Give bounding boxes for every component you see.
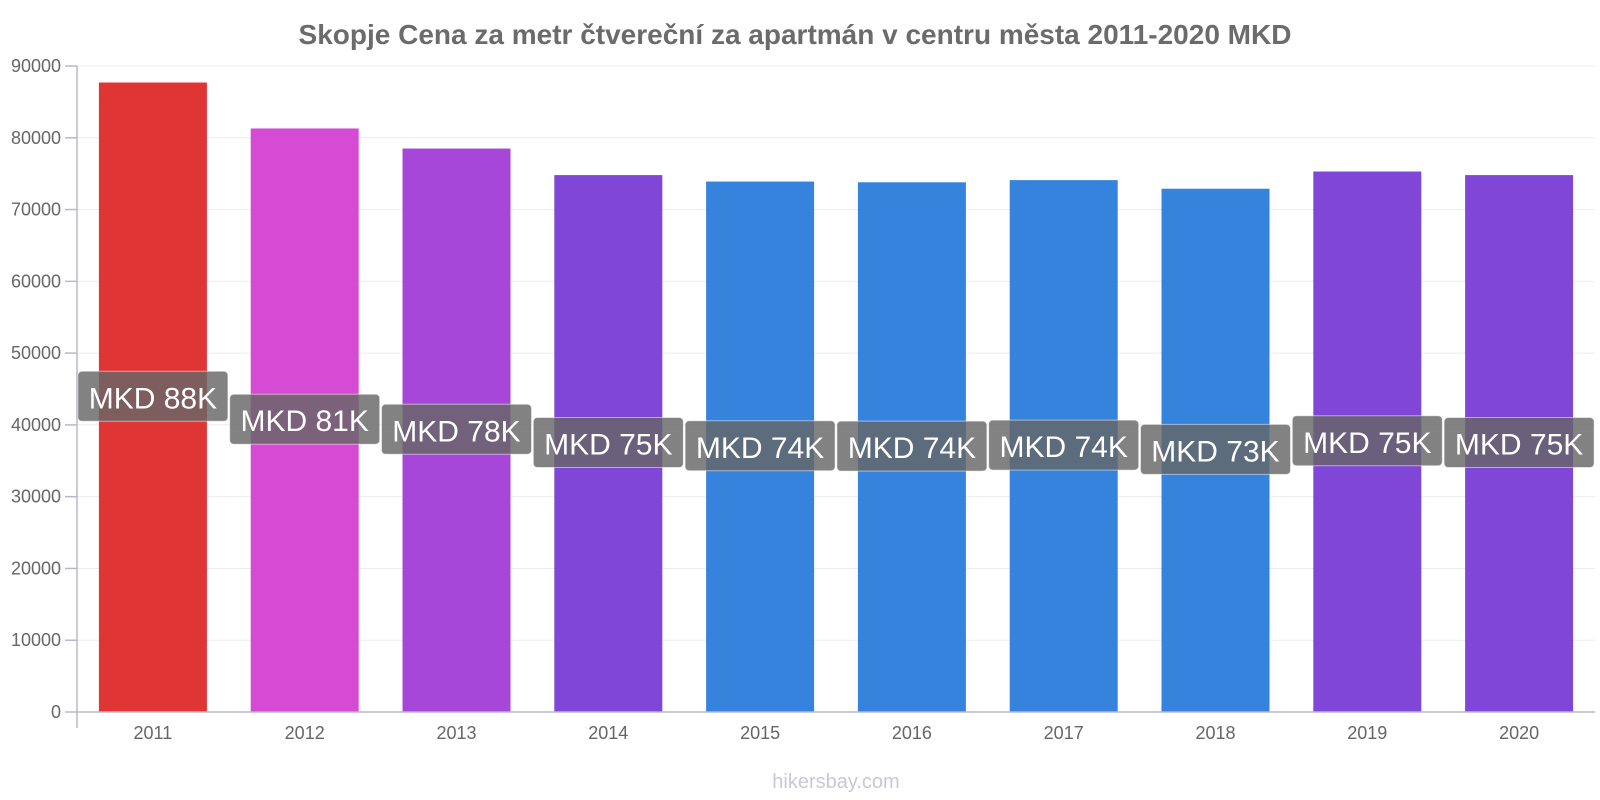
- x-tick-label-2016: 2016: [892, 723, 932, 743]
- y-tick-label-8: 80000: [11, 128, 61, 148]
- bar-label-bg-2015: [684, 420, 836, 472]
- bar-value-labels: MKD 88K MKD 81K MKD 78K MKD 75K MKD 74K MKD 7…: [77, 370, 1595, 475]
- y-tick-label-0: 0: [51, 702, 61, 722]
- bar-label-bg-2014: [532, 417, 684, 469]
- y-tick-label-5: 50000: [11, 343, 61, 363]
- y-tick-label-3: 30000: [11, 487, 61, 507]
- bar-label-bg-2013: [381, 403, 532, 455]
- bar-label-bg-2016: [836, 420, 988, 472]
- bar-label-2018: MKD 73K: [1151, 435, 1279, 468]
- bar-label-bg-2019: [1291, 415, 1443, 467]
- x-tick-label-2011: 2011: [134, 723, 173, 743]
- bar-label-bg-2012: [229, 393, 381, 445]
- bar-label-2019: MKD 75K: [1303, 427, 1431, 460]
- bar-label-2016: MKD 74K: [848, 432, 976, 465]
- bar-label-2015: MKD 74K: [696, 432, 824, 465]
- bar-label-2020: MKD 75K: [1455, 429, 1583, 462]
- x-tick-label-2017: 2017: [1044, 723, 1084, 743]
- x-tick-label-2014: 2014: [588, 723, 628, 743]
- y-tick-label-9: 90000: [11, 56, 61, 76]
- x-tick-label-2019: 2019: [1347, 723, 1387, 743]
- x-tick-label-2018: 2018: [1195, 723, 1235, 743]
- bar-label-bg-2020: [1443, 417, 1595, 469]
- y-tick-label-1: 10000: [11, 630, 61, 650]
- x-tick-label-2013: 2013: [436, 723, 476, 743]
- x-axis-ticks: 2011 2012 2013 2014 2015 2016 2017 2018 2019 2020: [134, 723, 1540, 743]
- bar-label-2017: MKD 74K: [1000, 431, 1128, 464]
- watermark: hikersbay.com: [772, 771, 899, 793]
- y-tick-label-4: 40000: [11, 415, 61, 435]
- bar-label-2014: MKD 75K: [544, 429, 672, 462]
- bar-label-2013: MKD 78K: [392, 415, 520, 448]
- y-tick-label-2: 20000: [11, 558, 61, 578]
- bar-label-bg-2017: [988, 419, 1140, 471]
- x-tick-label-2012: 2012: [285, 723, 325, 743]
- bar-label-bg-2018: [1140, 423, 1291, 475]
- y-axis-ticks: 0 10000 20000 30000 40000 50000 60000 70000 8000…: [11, 56, 77, 722]
- x-tick-label-2020: 2020: [1499, 723, 1539, 743]
- x-tick-label-2015: 2015: [740, 723, 780, 743]
- y-tick-label-6: 60000: [11, 271, 61, 291]
- bar-label-2012: MKD 81K: [241, 405, 369, 438]
- chart-title: Skopje Cena za metr čtvereční za apartmá…: [299, 19, 1292, 50]
- bar-label-bg-2011: [77, 370, 229, 422]
- bar-label-2011: MKD 88K: [89, 382, 217, 415]
- y-tick-label-7: 70000: [11, 200, 61, 220]
